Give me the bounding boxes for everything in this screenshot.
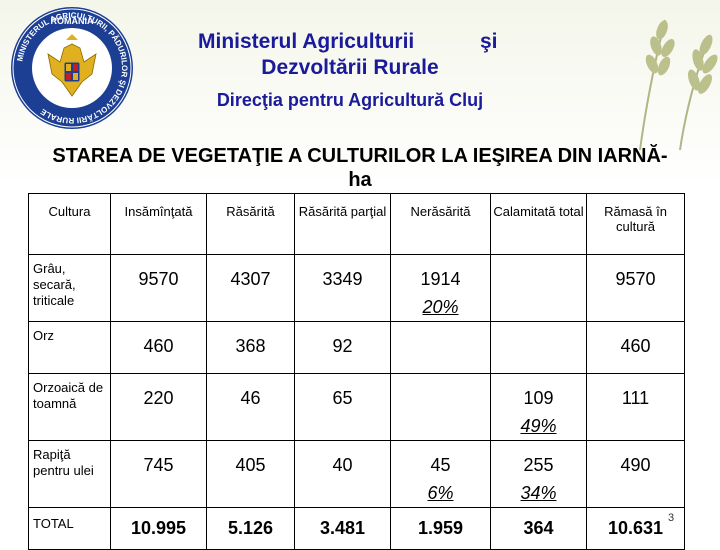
ministry-name-part2: şi — [480, 30, 498, 53]
crop-name: Orzoaică de toamnă — [28, 373, 111, 441]
header-calamity: Calamitată total — [490, 193, 587, 255]
table-row: Grâu, secară, triticale 9570 4307 3349 1… — [28, 254, 685, 322]
eagle-icon — [47, 34, 97, 97]
header-not-emerged: Nerăsărită — [390, 193, 491, 255]
calamity-cell — [490, 321, 587, 374]
partial-value: 3349 — [294, 254, 391, 322]
partial-value: 40 — [294, 440, 391, 508]
partial-value: 92 — [294, 321, 391, 374]
ministry-name-part1: Ministerul Agriculturii — [198, 30, 415, 53]
total-not-emerged: 1.959 — [390, 507, 491, 550]
not-emerged-cell — [390, 373, 491, 441]
not-emerged-percent: 20% — [422, 297, 459, 317]
not-emerged-cell — [390, 321, 491, 374]
remaining-value: 111 — [586, 373, 685, 441]
header-sown: Insămînţată — [110, 193, 207, 255]
calamity-cell: 109 49% — [490, 373, 587, 441]
total-partial: 3.481 — [294, 507, 391, 550]
sown-value: 9570 — [110, 254, 207, 322]
header-partial: Răsărită parţial — [294, 193, 391, 255]
header-crop: Cultura — [28, 193, 111, 255]
not-emerged-value: 45 — [430, 455, 451, 475]
total-label: TOTAL — [28, 507, 111, 550]
total-sown: 10.995 — [110, 507, 207, 550]
crop-name: Rapiţă pentru ulei — [28, 440, 111, 508]
ministry-seal-logo: MINISTERUL AGRICULTURII, PĂDURILOR ŞI DE… — [11, 7, 133, 129]
ministry-name-line2: Dezvoltării Rurale — [261, 56, 439, 79]
slide-header: Ministerul Agriculturii şi Dezvoltării R… — [150, 30, 550, 111]
not-emerged-percent: 6% — [427, 483, 454, 503]
vegetation-table: Cultura Insămînţată Răsărită Răsărită pa… — [28, 193, 685, 550]
calamity-cell: 255 34% — [490, 440, 587, 508]
page-number: 3 — [668, 512, 675, 524]
partial-value: 65 — [294, 373, 391, 441]
header-emerged: Răsărită — [206, 193, 295, 255]
direction-name: Direcţia pentru Agricultură Cluj — [216, 90, 484, 110]
total-emerged: 5.126 — [206, 507, 295, 550]
vegetation-table-container: Cultura Insămînţată Răsărită Răsărită pa… — [28, 193, 685, 550]
header-remaining: Rămasă în cultură — [586, 193, 685, 255]
emerged-value: 368 — [206, 321, 295, 374]
sown-value: 745 — [110, 440, 207, 508]
emerged-value: 46 — [206, 373, 295, 441]
remaining-value: 490 — [586, 440, 685, 508]
sown-value: 460 — [110, 321, 207, 374]
table-row: Orzoaică de toamnă 220 46 65 109 49% 111 — [28, 373, 685, 441]
wheat-decoration-icon — [639, 19, 718, 150]
remaining-value: 460 — [586, 321, 685, 374]
total-calamity: 364 — [490, 507, 587, 550]
not-emerged-cell: 45 6% — [390, 440, 491, 508]
not-emerged-value: 1914 — [420, 269, 461, 289]
table-row: Rapiţă pentru ulei 745 405 40 45 6% 255 … — [28, 440, 685, 508]
ministry-name-line1: Ministerul Agriculturii şi — [150, 30, 550, 56]
seal-top-text: ROMÂNIA — [51, 15, 94, 26]
slide-title: STAREA DE VEGETAŢIE A CULTURILOR LA IEŞI… — [40, 144, 680, 192]
calamity-value: 255 — [523, 455, 554, 475]
emerged-value: 405 — [206, 440, 295, 508]
not-emerged-cell: 1914 20% — [390, 254, 491, 322]
table-header-row: Cultura Insămînţată Răsărită Răsărită pa… — [28, 193, 685, 255]
sown-value: 220 — [110, 373, 207, 441]
calamity-value: 109 — [523, 388, 554, 408]
table-total-row: TOTAL 10.995 5.126 3.481 1.959 364 10.63… — [28, 507, 685, 550]
crop-name: Grâu, secară, triticale — [28, 254, 111, 322]
remaining-value: 9570 — [586, 254, 685, 322]
crop-name: Orz — [28, 321, 111, 374]
calamity-percent: 49% — [520, 416, 557, 436]
calamity-cell — [490, 254, 587, 322]
slide-title-line1: STAREA DE VEGETAŢIE A CULTURILOR LA IEŞI… — [52, 145, 668, 167]
calamity-percent: 34% — [520, 483, 557, 503]
emerged-value: 4307 — [206, 254, 295, 322]
table-row: Orz 460 368 92 460 — [28, 321, 685, 374]
slide-title-line2: ha — [348, 169, 372, 191]
